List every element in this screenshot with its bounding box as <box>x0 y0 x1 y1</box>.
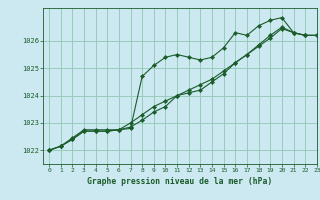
X-axis label: Graphe pression niveau de la mer (hPa): Graphe pression niveau de la mer (hPa) <box>87 177 273 186</box>
